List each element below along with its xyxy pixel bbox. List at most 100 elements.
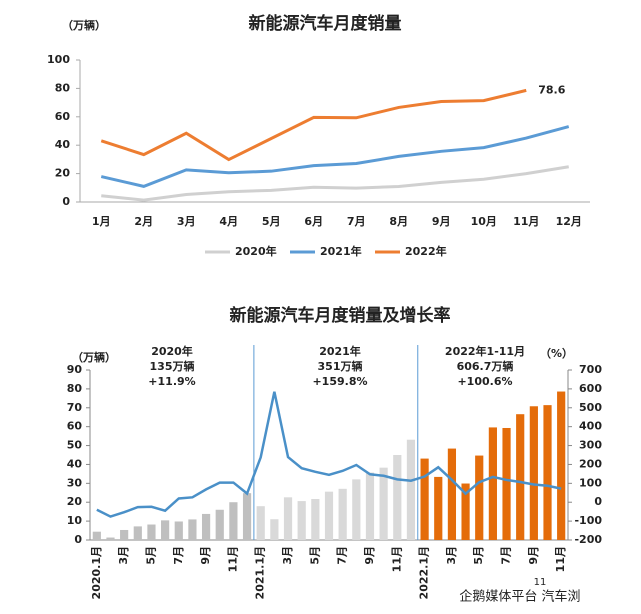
bar [324,491,334,540]
x-tick-label: 7月 [336,546,349,565]
x-tick-label: 11月 [513,215,539,228]
annotation: +11.9% [148,375,195,388]
chart-title: 新能源汽车月度销量 [249,13,402,34]
bar [201,513,211,540]
bar [352,479,361,540]
y2-tick-label: 600 [579,382,602,395]
annotation: +100.6% [457,375,512,388]
legend-label: 2020年 [235,244,277,258]
x-tick-label: 10月 [471,215,497,228]
y-unit: （万辆） [62,18,106,32]
x-tick-label: 4月 [219,215,238,228]
x-tick-label: 6月 [304,215,323,228]
bar [475,455,484,540]
y-unit: （万辆） [72,350,116,364]
y-tick-label: 70 [67,401,83,414]
bar [270,519,279,540]
x-tick-label: 3月 [445,546,458,565]
annotation: 2022年1-11月 [445,344,525,358]
x-tick-label: 2021.1月 [254,546,267,599]
y-tick-label: 20 [55,167,71,180]
bar [543,405,552,540]
y-tick-label: 60 [55,110,71,123]
y-tick-label: 80 [67,382,83,395]
x-tick-label: 5月 [262,215,281,228]
bar [174,521,183,540]
x-tick-label: 9月 [527,546,540,565]
page-number: 11 [534,577,547,588]
bar [434,476,443,540]
line [96,391,562,518]
bar [256,506,265,540]
bar [120,529,129,540]
y2-tick-label: 400 [579,420,602,433]
footer: 企鹅媒体平台 汽车浏 [459,589,580,605]
y2-tick-label: -100 [574,514,602,527]
chart-title: 新能源汽车月度销量及增长率 [230,305,451,326]
line [101,165,569,202]
y-tick-label: 0 [62,195,70,208]
x-tick-label: 5月 [472,546,485,565]
bar [311,499,320,540]
bar [502,427,511,540]
bar [106,537,115,540]
y-tick-label: 20 [67,495,83,508]
x-tick-label: 2020.1月 [90,546,103,599]
bar [420,458,429,540]
x-tick-label: 11月 [226,546,239,572]
annotation: 135万辆 [150,359,195,373]
annotation: 2021年 [319,344,361,358]
x-tick-label: 11月 [390,546,403,572]
y-tick-label: 100 [47,53,70,66]
y-tick-label: 0 [74,533,82,546]
annotation: 2020年 [151,344,193,358]
bar [161,520,170,540]
legend-label: 2022年 [405,244,447,258]
y2-unit: （%） [540,347,573,360]
bar [133,526,142,540]
annotation: +159.8% [312,375,367,388]
bar [447,448,457,540]
x-tick-label: 2022.1月 [418,546,431,599]
y-tick-label: 10 [67,514,83,527]
x-tick-label: 12月 [556,215,582,228]
annotation: 78.6 [538,83,565,96]
annotation: 351万辆 [318,359,363,373]
y-tick-label: 80 [55,81,71,94]
y-tick-label: 40 [67,457,83,470]
y2-tick-label: -200 [574,533,602,546]
x-tick-label: 9月 [432,215,451,228]
y2-tick-label: 100 [579,476,602,489]
y-tick-label: 40 [55,138,71,151]
x-tick-label: 5月 [308,546,321,565]
bar [92,531,101,540]
x-tick-label: 7月 [172,546,185,565]
bar [516,414,525,540]
bar [461,483,470,540]
y-tick-label: 30 [67,476,83,489]
x-tick-label: 8月 [389,215,408,228]
line [100,88,527,162]
bar [242,493,252,540]
x-tick-label: 7月 [500,546,513,565]
y-tick-label: 50 [67,439,83,452]
bar [147,524,156,540]
legend-label: 2021年 [320,244,362,258]
bar [338,488,347,540]
bar [379,467,388,540]
y2-tick-label: 200 [579,457,602,470]
bar [215,509,224,540]
x-tick-label: 3月 [117,546,130,565]
bar [188,519,197,540]
x-tick-label: 7月 [347,215,366,228]
x-tick-label: 11月 [554,546,567,572]
y2-tick-label: 500 [579,401,602,414]
bar [406,439,416,540]
bar [365,472,375,540]
bar [297,501,306,540]
x-tick-label: 2月 [134,215,153,228]
x-tick-label: 5月 [144,546,157,565]
bar [557,391,566,540]
annotation: 606.7万辆 [457,359,514,373]
